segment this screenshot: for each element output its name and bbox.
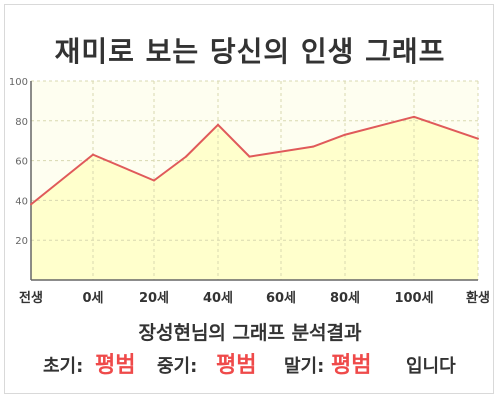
data-point-1 bbox=[30, 203, 32, 206]
early-stage-label: 초기: bbox=[43, 356, 84, 377]
y-tick-label-100: 100 bbox=[9, 77, 28, 88]
x-tick-label-전생: 전생 bbox=[19, 290, 43, 306]
late-stage-label: 말기: bbox=[284, 356, 325, 377]
early-stage-value: 평범 bbox=[95, 353, 136, 378]
y-tick-label-40: 40 bbox=[15, 196, 28, 207]
data-point-7 bbox=[312, 145, 314, 148]
x-tick-label-0세: 0세 bbox=[82, 291, 103, 306]
data-point-6 bbox=[248, 155, 251, 158]
y-tick-label-20: 20 bbox=[15, 236, 28, 247]
data-point-3 bbox=[153, 179, 155, 182]
data-point-10 bbox=[477, 137, 479, 140]
middle-stage-value: 평범 bbox=[216, 353, 257, 378]
x-tick-label-40세: 40세 bbox=[203, 291, 233, 306]
y-tick-label-60: 60 bbox=[15, 157, 28, 168]
series-line bbox=[30, 115, 479, 206]
data-point-8 bbox=[344, 133, 346, 136]
x-tick-label-20세: 20세 bbox=[139, 291, 169, 306]
chart-title: 재미로 보는 당신의 인생 그래프 bbox=[54, 35, 446, 68]
x-tick-label-80세: 80세 bbox=[330, 291, 360, 306]
data-point-9 bbox=[413, 115, 415, 118]
x-tick-label-환생: 환생 bbox=[466, 290, 490, 306]
x-tick-label-100세: 100세 bbox=[394, 291, 433, 306]
x-tick-label-60세: 60세 bbox=[266, 291, 296, 306]
middle-stage-label: 중기: bbox=[157, 356, 198, 377]
area-fill bbox=[31, 116, 478, 280]
analysis-result-line: 초기: 평범 중기: 평범 말기: 평범 입니다 bbox=[0, 346, 500, 378]
late-stage-value: 평범 bbox=[331, 353, 372, 378]
data-point-2 bbox=[92, 153, 94, 156]
data-point-5 bbox=[217, 123, 219, 126]
data-point-4 bbox=[185, 155, 187, 158]
closing-text: 입니다 bbox=[406, 356, 456, 377]
y-tick-label-80: 80 bbox=[15, 117, 28, 128]
analysis-heading: 장성현님의 그래프 분석결과 bbox=[138, 322, 362, 344]
